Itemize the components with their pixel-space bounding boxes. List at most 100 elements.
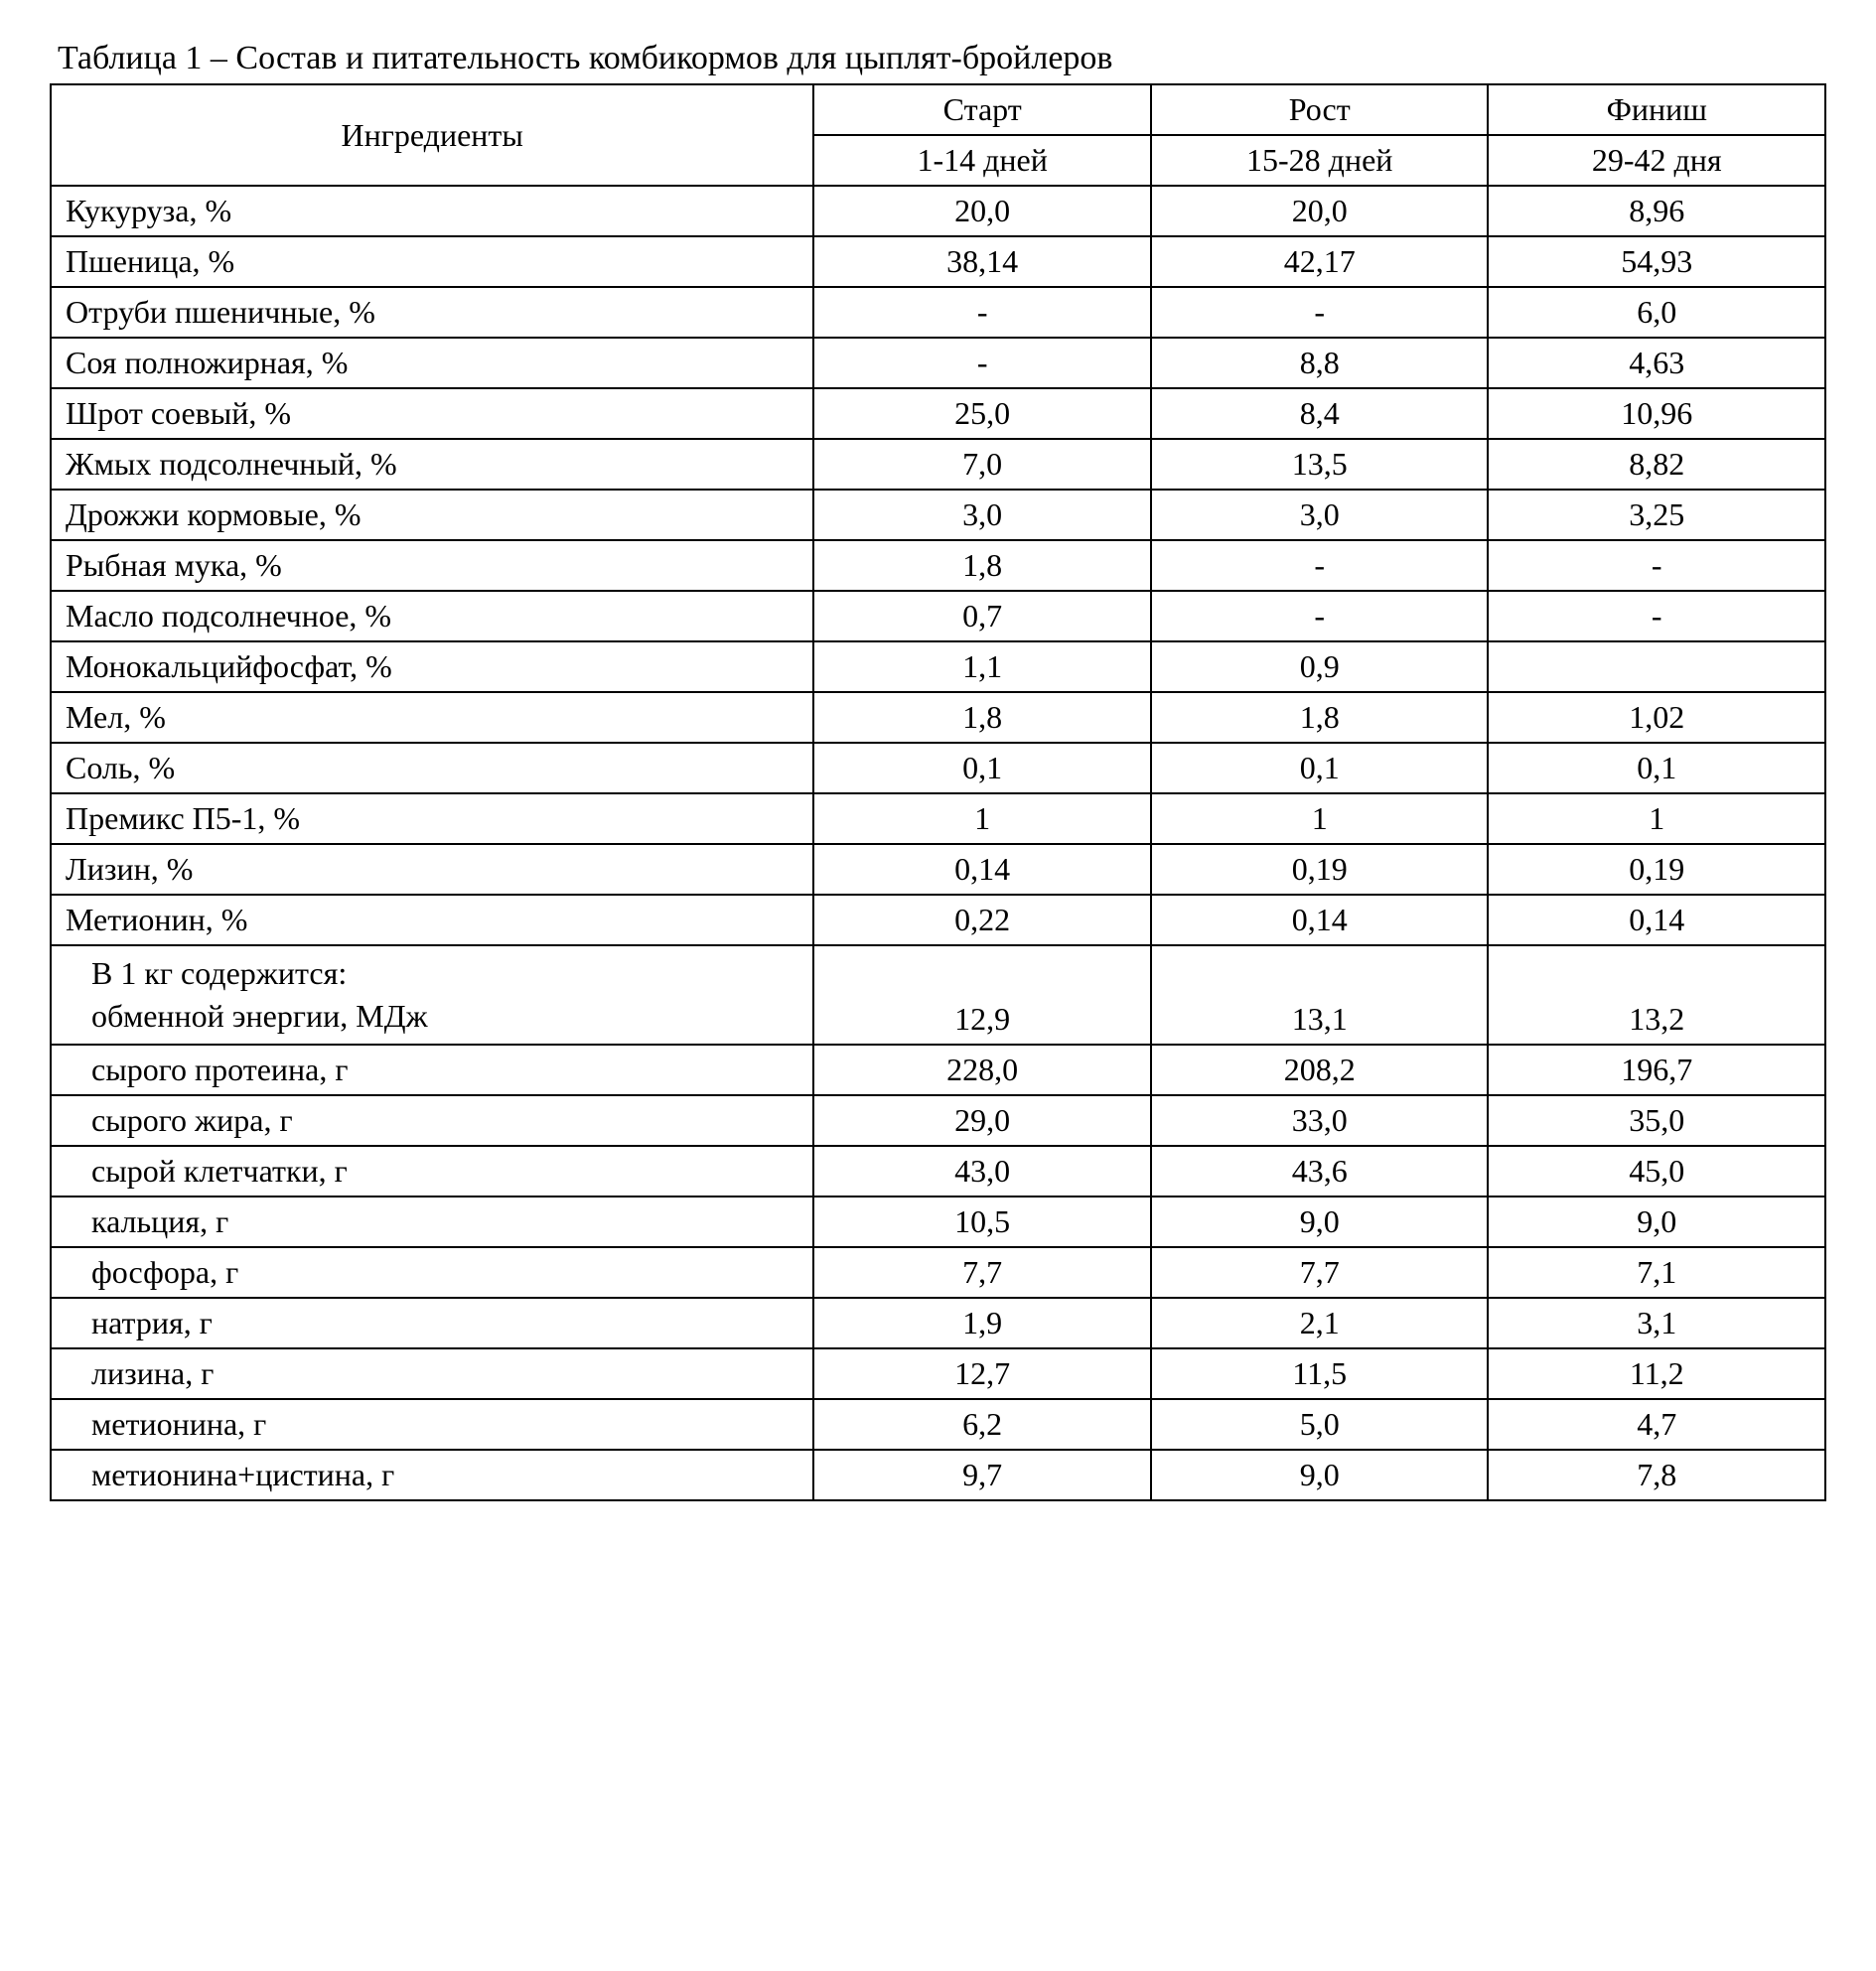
row-value: 1,8 <box>1151 692 1489 743</box>
table-row: сырой клетчатки, г43,043,645,0 <box>51 1146 1825 1197</box>
row-value: - <box>1488 540 1825 591</box>
table-row: В 1 кг содержится:обменной энергии, МДж1… <box>51 945 1825 1045</box>
row-value: 196,7 <box>1488 1045 1825 1095</box>
row-label-line: обменной энергии, МДж <box>66 995 798 1038</box>
table-row: лизина, г12,711,511,2 <box>51 1348 1825 1399</box>
row-value: 0,7 <box>813 591 1151 641</box>
table-row: метионина+цистина, г9,79,07,8 <box>51 1450 1825 1500</box>
table-row: натрия, г1,92,13,1 <box>51 1298 1825 1348</box>
row-value: 35,0 <box>1488 1095 1825 1146</box>
row-value: 13,1 <box>1151 945 1489 1045</box>
row-label: Монокальцийфосфат, % <box>51 641 813 692</box>
table-body: Кукуруза, %20,020,08,96Пшеница, %38,1442… <box>51 186 1825 1500</box>
header-phase-name: Рост <box>1151 84 1489 135</box>
header-phase-range: 29-42 дня <box>1488 135 1825 186</box>
table-row: Отруби пшеничные, %--6,0 <box>51 287 1825 338</box>
row-value: 7,0 <box>813 439 1151 490</box>
row-value: 1,02 <box>1488 692 1825 743</box>
row-label: фосфора, г <box>51 1247 813 1298</box>
row-value: 7,7 <box>813 1247 1151 1298</box>
row-label: Масло подсолнечное, % <box>51 591 813 641</box>
row-label: Соль, % <box>51 743 813 793</box>
row-value: 228,0 <box>813 1045 1151 1095</box>
table-row: Соль, %0,10,10,1 <box>51 743 1825 793</box>
table-row: сырого протеина, г228,0208,2196,7 <box>51 1045 1825 1095</box>
table-row: кальция, г10,59,09,0 <box>51 1197 1825 1247</box>
row-value: 7,8 <box>1488 1450 1825 1500</box>
row-value: 54,93 <box>1488 236 1825 287</box>
row-value: 8,82 <box>1488 439 1825 490</box>
row-label: натрия, г <box>51 1298 813 1348</box>
header-phase-name: Финиш <box>1488 84 1825 135</box>
row-value: 1 <box>1151 793 1489 844</box>
row-value: 3,0 <box>813 490 1151 540</box>
table-row: Рыбная мука, %1,8-- <box>51 540 1825 591</box>
row-value: 0,1 <box>1488 743 1825 793</box>
row-value: 12,9 <box>813 945 1151 1045</box>
row-value: 2,1 <box>1151 1298 1489 1348</box>
row-value: 13,2 <box>1488 945 1825 1045</box>
row-value: - <box>1151 540 1489 591</box>
row-value: 0,1 <box>1151 743 1489 793</box>
row-value: 3,0 <box>1151 490 1489 540</box>
row-value: 8,8 <box>1151 338 1489 388</box>
row-label-line: В 1 кг содержится: <box>66 952 798 995</box>
row-value: 9,0 <box>1151 1197 1489 1247</box>
header-phase-range: 15-28 дней <box>1151 135 1489 186</box>
table-row: Кукуруза, %20,020,08,96 <box>51 186 1825 236</box>
table-row: Дрожжи кормовые, %3,03,03,25 <box>51 490 1825 540</box>
table-caption: Таблица 1 – Состав и питательность комби… <box>58 40 1826 77</box>
table-row: Монокальцийфосфат, %1,10,9 <box>51 641 1825 692</box>
row-label: Кукуруза, % <box>51 186 813 236</box>
row-value: 6,2 <box>813 1399 1151 1450</box>
row-value: 20,0 <box>1151 186 1489 236</box>
row-label: Мел, % <box>51 692 813 743</box>
table-head: Ингредиенты Старт Рост Финиш 1-14 дней 1… <box>51 84 1825 186</box>
row-label: сырой клетчатки, г <box>51 1146 813 1197</box>
row-value: 42,17 <box>1151 236 1489 287</box>
row-value: 45,0 <box>1488 1146 1825 1197</box>
row-value: 3,1 <box>1488 1298 1825 1348</box>
table-row: Мел, %1,81,81,02 <box>51 692 1825 743</box>
row-value: 29,0 <box>813 1095 1151 1146</box>
row-value: 1,8 <box>813 692 1151 743</box>
row-value: 7,7 <box>1151 1247 1489 1298</box>
row-value: 11,5 <box>1151 1348 1489 1399</box>
row-value: 1,9 <box>813 1298 1151 1348</box>
row-value: - <box>813 338 1151 388</box>
table-row: Соя полножирная, %-8,84,63 <box>51 338 1825 388</box>
row-value <box>1488 641 1825 692</box>
row-value: 1 <box>1488 793 1825 844</box>
row-value: 8,96 <box>1488 186 1825 236</box>
row-value: 4,7 <box>1488 1399 1825 1450</box>
row-value: - <box>1151 287 1489 338</box>
row-label: кальция, г <box>51 1197 813 1247</box>
row-value: 8,4 <box>1151 388 1489 439</box>
row-value: 1,1 <box>813 641 1151 692</box>
table-row: сырого жира, г29,033,035,0 <box>51 1095 1825 1146</box>
row-label: Лизин, % <box>51 844 813 895</box>
row-label: метионина, г <box>51 1399 813 1450</box>
row-value: 13,5 <box>1151 439 1489 490</box>
row-value: 9,0 <box>1488 1197 1825 1247</box>
row-label: Пшеница, % <box>51 236 813 287</box>
row-value: 0,19 <box>1151 844 1489 895</box>
row-value: 43,6 <box>1151 1146 1489 1197</box>
table-row: Метионин, %0,220,140,14 <box>51 895 1825 945</box>
row-value: 10,96 <box>1488 388 1825 439</box>
row-value: - <box>1151 591 1489 641</box>
row-value: 10,5 <box>813 1197 1151 1247</box>
header-ingredients: Ингредиенты <box>51 84 813 186</box>
row-value: 0,22 <box>813 895 1151 945</box>
row-value: 7,1 <box>1488 1247 1825 1298</box>
row-value: 4,63 <box>1488 338 1825 388</box>
row-label: Жмых подсолнечный, % <box>51 439 813 490</box>
row-value: 3,25 <box>1488 490 1825 540</box>
table-row: Шрот соевый, %25,08,410,96 <box>51 388 1825 439</box>
row-label: Премикс П5-1, % <box>51 793 813 844</box>
row-label: лизина, г <box>51 1348 813 1399</box>
row-value: 0,14 <box>813 844 1151 895</box>
header-phase-name: Старт <box>813 84 1151 135</box>
row-value: 12,7 <box>813 1348 1151 1399</box>
row-label: В 1 кг содержится:обменной энергии, МДж <box>51 945 813 1045</box>
